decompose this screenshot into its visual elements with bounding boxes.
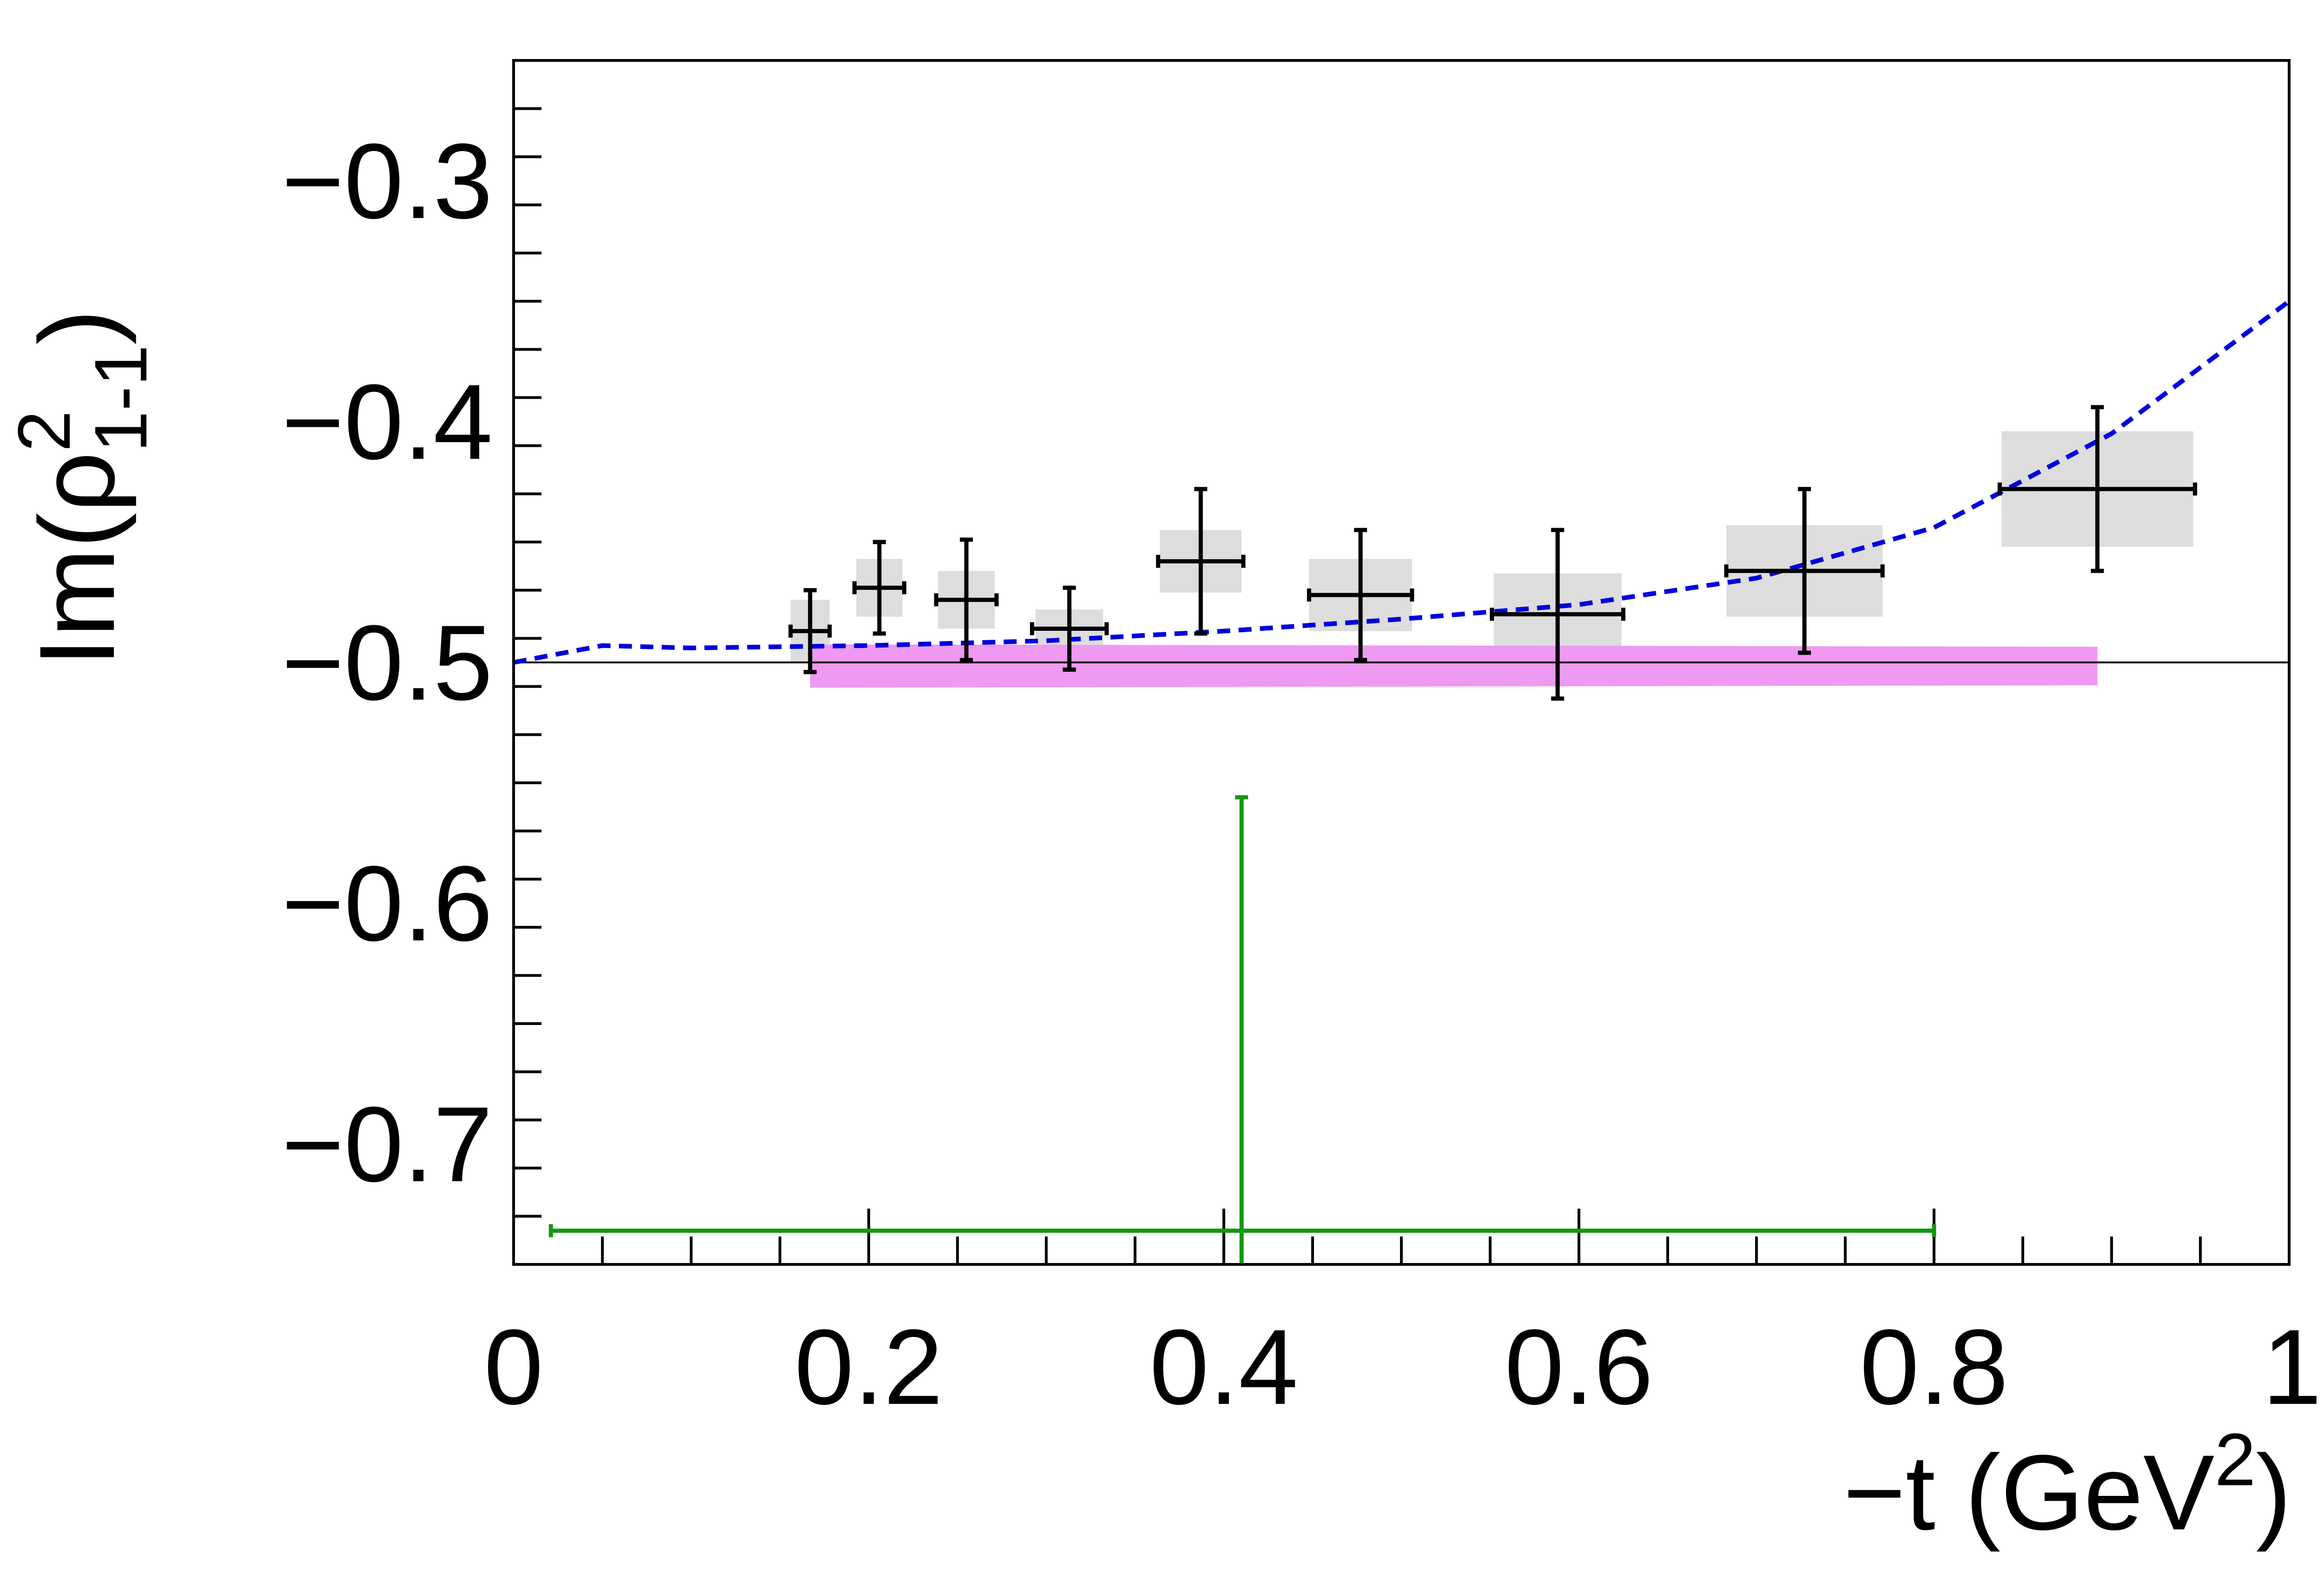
data-point: [1030, 585, 1109, 672]
x-tick-label: 1: [2262, 1307, 2322, 1427]
green-data-point: [548, 795, 1936, 1264]
plot-frame: [512, 59, 2291, 1266]
x-tick-label: 0.4: [1149, 1307, 1298, 1427]
model-band: [810, 644, 2098, 688]
y-tick-label: −0.6: [282, 844, 493, 963]
frame-layer: [512, 59, 2291, 1266]
y-tick-label: −0.5: [282, 603, 493, 722]
x-tick-label: 0: [484, 1307, 543, 1427]
data-point: [788, 588, 832, 675]
y-tick-label: −0.4: [282, 362, 493, 482]
y-tick-label: −0.3: [282, 121, 493, 241]
data-point: [1724, 487, 1885, 655]
data-point: [1490, 528, 1625, 701]
data-layer: [513, 299, 2291, 1264]
data-point: [1997, 405, 2198, 573]
data-point: [1156, 487, 1246, 636]
x-axis-title: −t (GeV2): [1843, 1418, 2291, 1552]
data-point: [934, 537, 999, 662]
x-tick-label: 0.2: [794, 1307, 943, 1427]
data-point: [1307, 528, 1414, 662]
axes-layer: −0.3 −0.4 −0.5 −0.6 −0.7 0 0.2 0.4 0.6 0.8 1: [282, 59, 2322, 1427]
y-axis-title: Im(ρ21-1): [2, 309, 162, 667]
data-point: [852, 540, 906, 636]
x-tick-label: 0.6: [1505, 1307, 1653, 1427]
model-curve: [513, 299, 2291, 665]
x-tick-label: 0.8: [1860, 1307, 2008, 1427]
y-tick-label: −0.7: [282, 1085, 493, 1204]
